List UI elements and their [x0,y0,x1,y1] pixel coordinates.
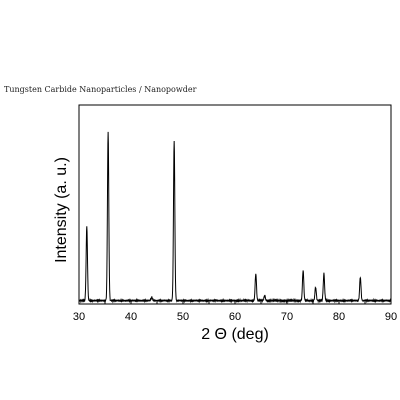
plot-frame [78,104,392,305]
figure-caption: Tungsten Carbide Nanoparticles / Nanopow… [4,85,197,94]
x-tick-label: 30 [73,311,85,323]
series-layer [78,131,392,304]
y-axis-label: Intensity (a. u.) [53,157,70,263]
x-axis-label: 2 Θ (deg) [201,326,269,343]
x-tick-label: 40 [125,311,137,323]
x-tick-label: 80 [333,311,345,323]
x-tick-label: 60 [229,311,241,323]
x-tick-layer: 30 40 50 60 70 80 90 [73,300,397,323]
x-tick-label: 90 [385,311,397,323]
x-tick-label: 70 [281,311,293,323]
peak-point-3 [173,139,175,141]
x-tick-label: 50 [177,311,189,323]
xrd-pattern-line [78,131,392,304]
